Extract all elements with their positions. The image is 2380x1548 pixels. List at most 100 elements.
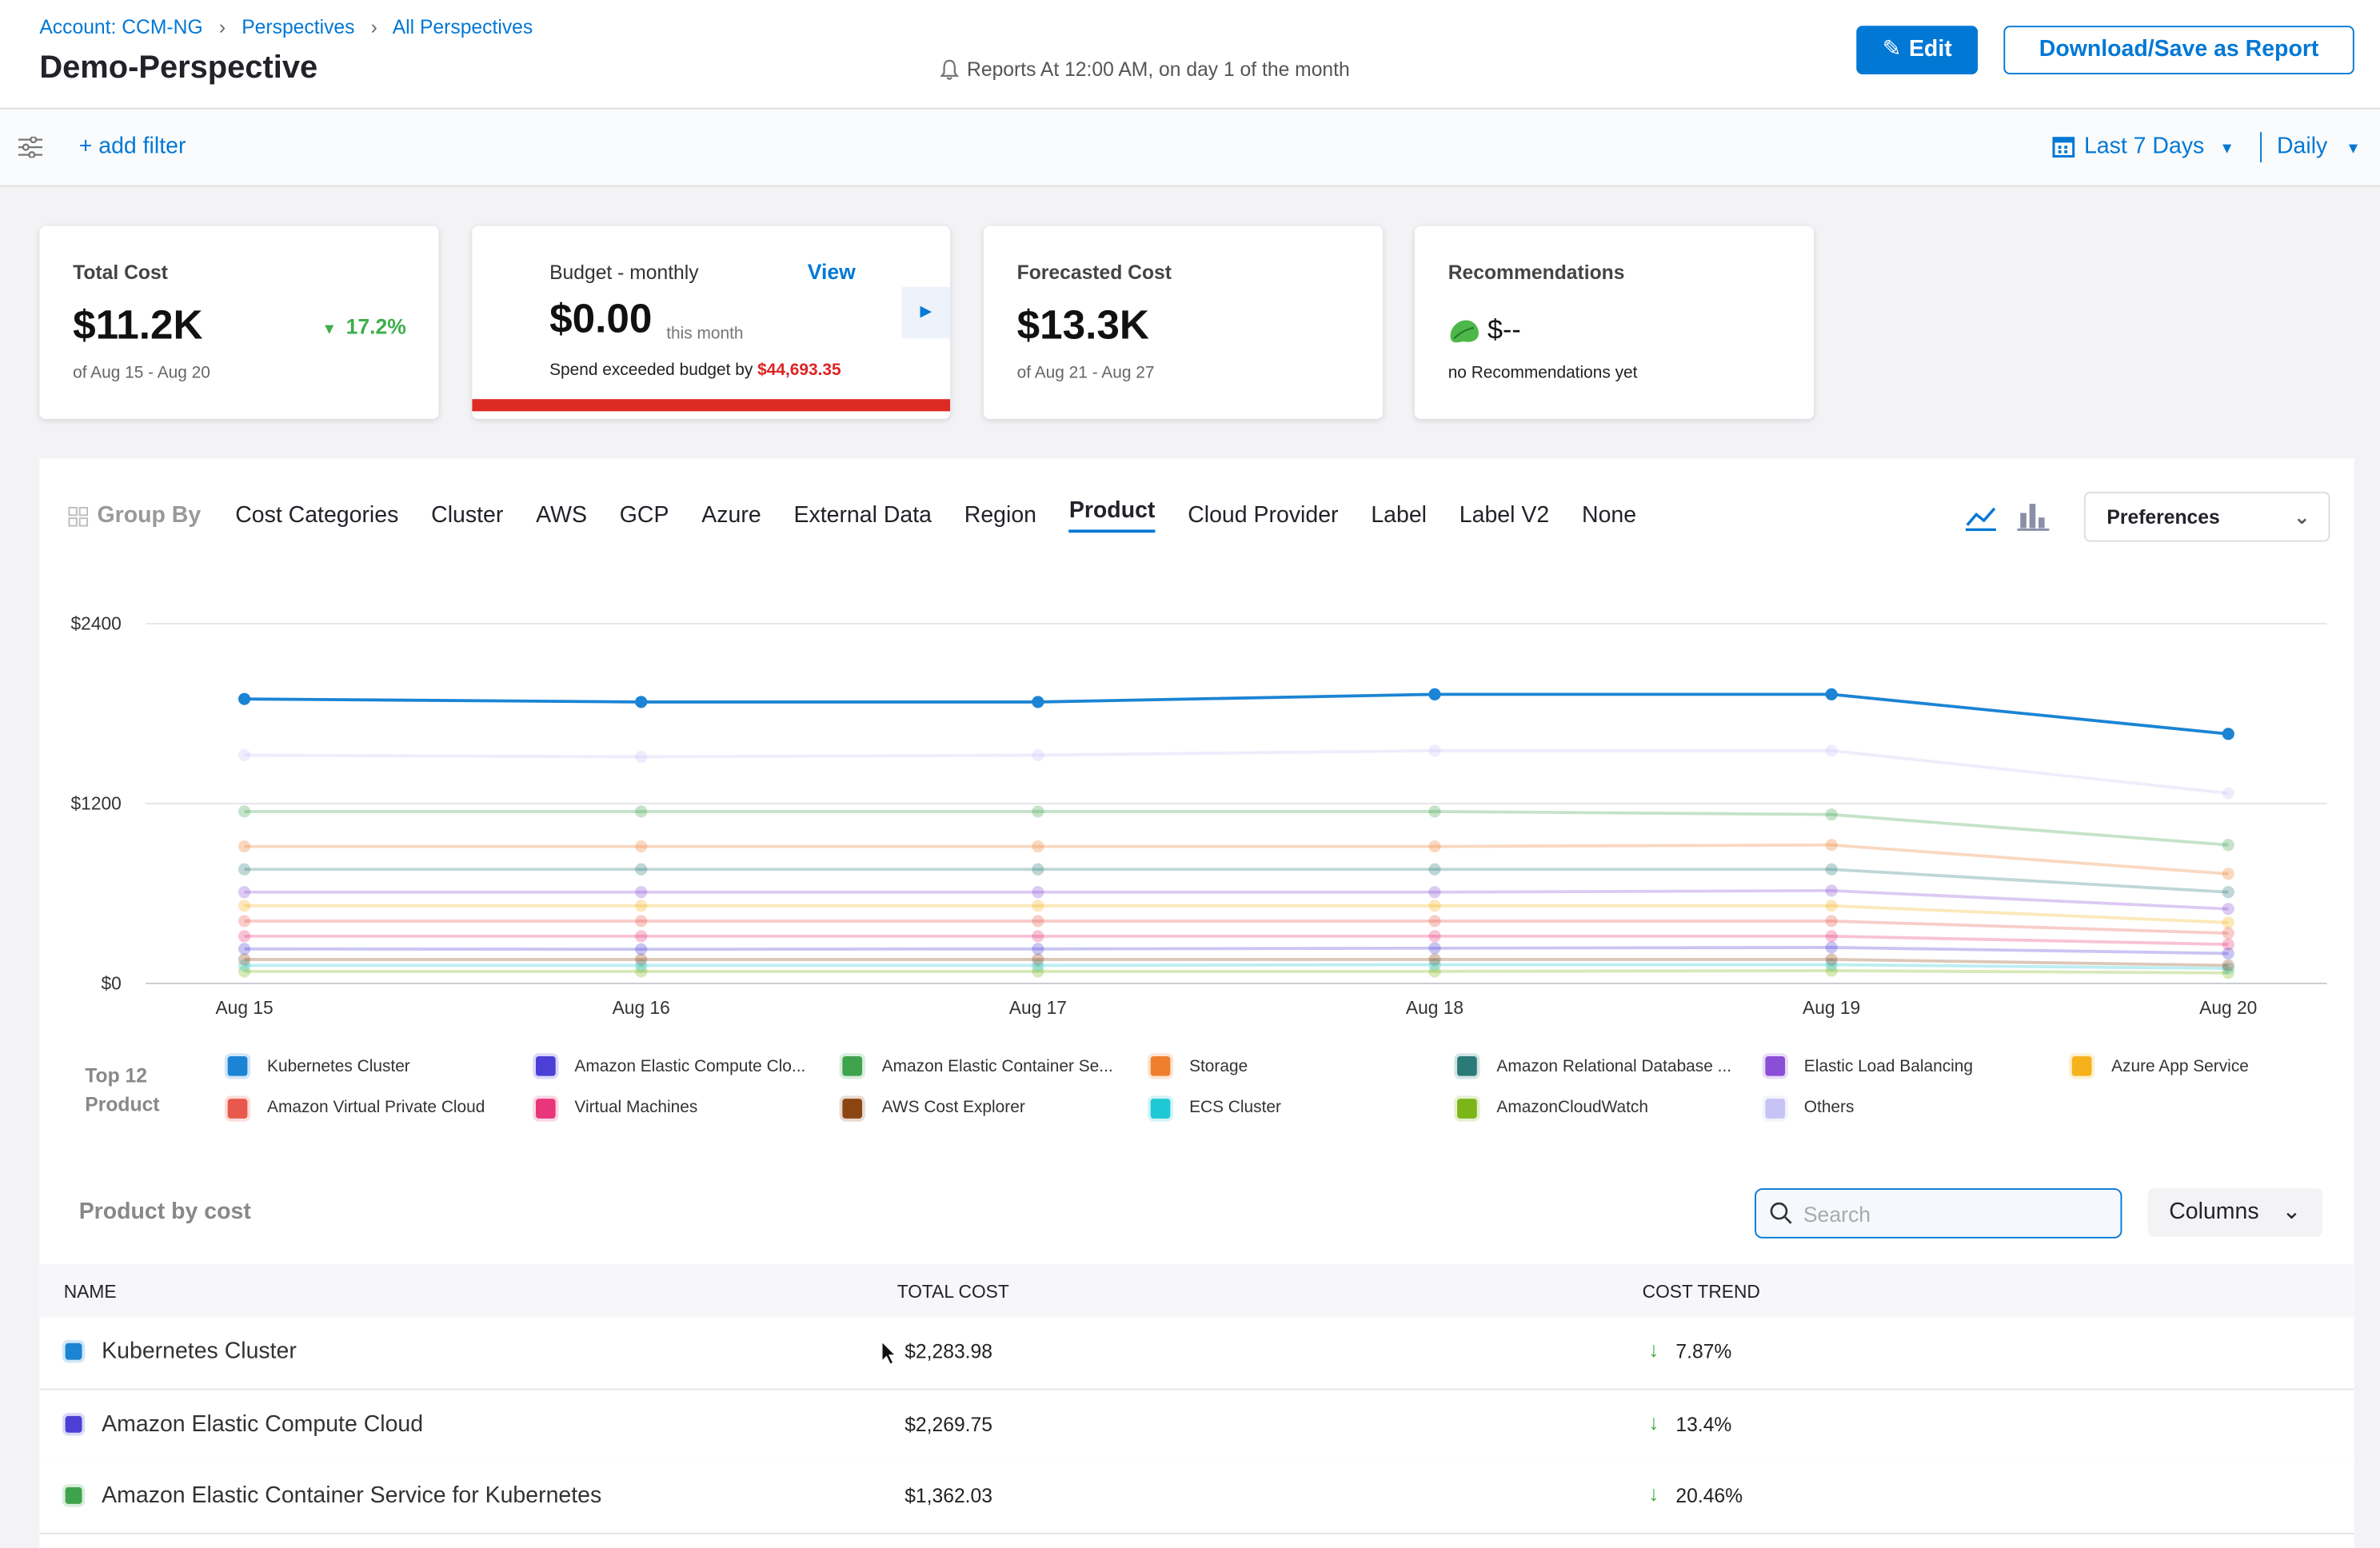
data-point	[2222, 947, 2234, 960]
group-by-option[interactable]: Cloud Provider	[1188, 502, 1339, 529]
legend-swatch	[1457, 1098, 1477, 1118]
breadcrumb[interactable]: Perspectives	[242, 14, 355, 38]
data-point	[1428, 805, 1441, 818]
data-point	[1032, 840, 1044, 853]
data-point	[1428, 958, 1441, 971]
legend-swatch	[842, 1056, 863, 1076]
data-point	[1032, 696, 1044, 708]
group-by-option[interactable]: External Data	[793, 502, 932, 529]
data-point	[1032, 959, 1044, 972]
legend-label: ECS Cluster	[1189, 1099, 1281, 1117]
series-line	[244, 904, 2229, 924]
columns-label: Columns	[2169, 1199, 2259, 1225]
budget-next[interactable]: ▶	[901, 286, 951, 339]
data-point	[2222, 967, 2234, 979]
legend-item[interactable]: Amazon Elastic Container Se...	[842, 1056, 1113, 1076]
group-by-option[interactable]: Region	[964, 502, 1037, 529]
series-line	[244, 934, 2229, 947]
data-point	[1032, 953, 1044, 966]
breadcrumb[interactable]: Account: CCM-NG	[39, 14, 203, 38]
column-header: COST TREND	[1642, 1280, 1760, 1303]
data-point	[1032, 915, 1044, 928]
data-point	[635, 915, 648, 928]
legend-label: Amazon Elastic Compute Clo...	[574, 1056, 806, 1075]
legend-swatch	[1457, 1056, 1477, 1076]
data-point	[1825, 808, 1838, 821]
data-point	[635, 943, 648, 956]
granularity[interactable]: Daily ▼	[2277, 134, 2361, 160]
date-range[interactable]: Last 7 Days ▼	[2083, 134, 2235, 160]
search-box[interactable]: Search	[1755, 1188, 2122, 1239]
filter-icon[interactable]	[18, 136, 43, 158]
legend-item[interactable]: Elastic Load Balancing	[1764, 1056, 1973, 1076]
legend-item[interactable]: Virtual Machines	[535, 1098, 697, 1118]
data-point	[635, 805, 648, 818]
breadcrumb[interactable]: All Perspectives	[392, 14, 533, 38]
row-name: Amazon Elastic Container Service for Kub…	[102, 1482, 602, 1509]
data-point	[238, 943, 251, 956]
card-period: this month	[666, 325, 744, 343]
group-by-option[interactable]: Product	[1068, 498, 1156, 533]
budget-view[interactable]: View	[807, 259, 856, 284]
preferences-label: Preferences	[2106, 505, 2220, 529]
preferences-dropdown[interactable]: Preferences ⌄	[2083, 491, 2330, 542]
row-cost: $2,269.75	[904, 1412, 992, 1435]
data-point	[1032, 748, 1044, 762]
data-point	[1428, 942, 1441, 955]
card-value: $0.00	[549, 296, 653, 342]
legend-item[interactable]: AmazonCloudWatch	[1457, 1098, 1648, 1118]
group-icon	[68, 506, 89, 527]
data-point	[1825, 839, 1838, 852]
x-tick-label: Aug 15	[215, 997, 273, 1018]
row-trend: 20.46%	[1675, 1484, 1743, 1507]
group-by-option[interactable]: Label V2	[1459, 502, 1550, 529]
data-point	[1032, 965, 1044, 978]
y-tick-label: $0	[102, 972, 122, 993]
legend-item[interactable]: Kubernetes Cluster	[227, 1056, 410, 1076]
legend-item[interactable]: Amazon Relational Database ...	[1457, 1056, 1731, 1076]
group-by-option[interactable]: Azure	[701, 502, 761, 529]
data-point	[1032, 900, 1044, 912]
budget-card: Budget - monthly View $0.00 this month ▶…	[472, 225, 951, 419]
row-trend: 7.87%	[1675, 1339, 1732, 1363]
search-placeholder: Search	[1803, 1202, 1871, 1227]
group-by-option[interactable]: Cost Categories	[235, 502, 399, 529]
legend-label: Amazon Virtual Private Cloud	[267, 1099, 485, 1117]
series-line	[244, 810, 2229, 847]
data-point	[635, 886, 648, 899]
group-by-option[interactable]: Cluster	[431, 502, 504, 529]
legend-label: Amazon Relational Database ...	[1496, 1056, 1732, 1075]
series-line	[244, 843, 2229, 876]
table-header	[39, 1264, 2354, 1319]
chart-type-toggle[interactable]	[1964, 501, 2052, 532]
legend-item[interactable]: Storage	[1149, 1056, 1248, 1076]
search-icon	[1770, 1202, 1792, 1224]
legend-item[interactable]: AWS Cost Explorer	[842, 1098, 1025, 1118]
add-filter[interactable]: + add filter	[78, 134, 186, 160]
data-point	[1428, 915, 1441, 928]
legend-item[interactable]: ECS Cluster	[1149, 1098, 1281, 1118]
legend-item[interactable]: Azure App Service	[2071, 1056, 2249, 1076]
data-point	[238, 959, 251, 972]
data-point	[1825, 915, 1838, 928]
x-tick-label: Aug 16	[613, 997, 670, 1018]
forecast-card: Forecasted Cost $13.3K of Aug 21 - Aug 2…	[983, 225, 1384, 419]
legend-item[interactable]: Others	[1764, 1098, 1854, 1118]
download-button[interactable]: Download/Save as Report	[2003, 26, 2354, 75]
edit-button[interactable]: ✎ Edit	[1856, 26, 1979, 75]
data-point	[1825, 953, 1838, 966]
legend-item[interactable]: Amazon Elastic Compute Clo...	[535, 1056, 805, 1076]
column-header: TOTAL COST	[896, 1280, 1009, 1303]
columns-button[interactable]: Columns ⌄	[2147, 1188, 2322, 1237]
data-point	[1825, 744, 1838, 757]
series-line	[244, 963, 2229, 971]
group-by-option[interactable]: None	[1582, 502, 1637, 529]
data-point	[2222, 886, 2234, 899]
card-note: of Aug 15 - Aug 20	[73, 364, 210, 383]
legend-label: Others	[1803, 1099, 1855, 1117]
x-tick-label: Aug 20	[2199, 997, 2257, 1018]
group-by-option[interactable]: Label	[1371, 502, 1428, 529]
group-by-option[interactable]: GCP	[619, 502, 669, 529]
legend-item[interactable]: Amazon Virtual Private Cloud	[227, 1098, 485, 1118]
group-by-option[interactable]: AWS	[536, 502, 587, 529]
